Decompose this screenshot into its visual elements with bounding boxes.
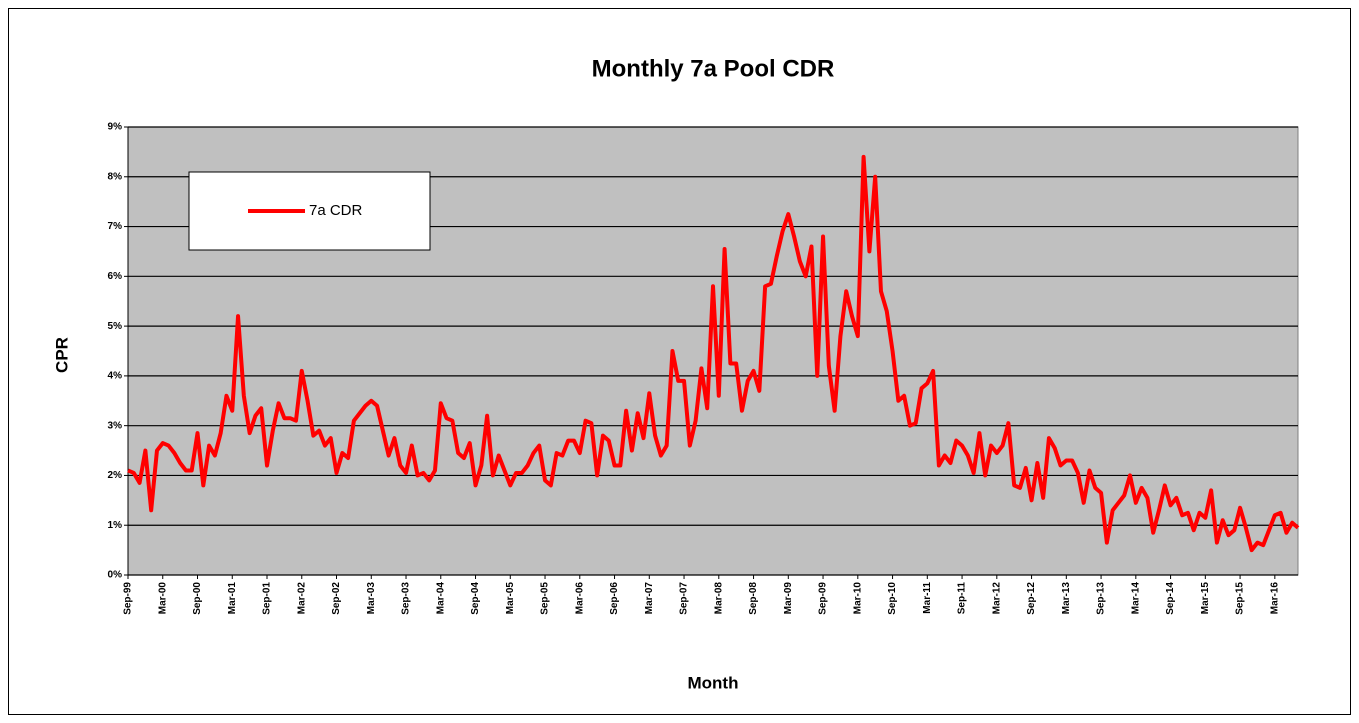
x-tick-label: Sep-01	[262, 582, 273, 615]
x-tick-label: Mar-14	[1130, 582, 1141, 615]
x-tick-label: Mar-15	[1200, 582, 1211, 615]
x-tick-label: Sep-04	[470, 582, 481, 615]
x-tick-label: Sep-10	[887, 582, 898, 615]
x-tick-label: Sep-15	[1235, 582, 1246, 615]
x-tick-label: Mar-06	[574, 582, 585, 615]
x-tick-label: Mar-00	[157, 582, 168, 615]
y-tick-label: 2%	[108, 470, 123, 481]
y-tick-label: 8%	[108, 171, 123, 182]
x-tick-label: Mar-09	[783, 582, 794, 615]
x-tick-label: Sep-14	[1165, 582, 1176, 615]
y-tick-label: 0%	[108, 570, 123, 581]
y-tick-label: 7%	[108, 221, 123, 232]
x-tick-label: Sep-00	[192, 582, 203, 615]
x-tick-label: Sep-05	[540, 582, 551, 615]
x-tick-label: Mar-05	[505, 582, 516, 615]
x-tick-label: Sep-07	[679, 582, 690, 615]
legend-box	[188, 171, 431, 251]
x-tick-label: Sep-08	[748, 582, 759, 615]
x-tick-label: Mar-03	[366, 582, 377, 615]
x-tick-label: Sep-02	[331, 582, 342, 615]
legend-label: 7a CDR	[309, 202, 363, 219]
x-tick-label: Mar-13	[1061, 582, 1072, 615]
x-tick-label: Mar-01	[227, 582, 238, 615]
x-tick-label: Mar-08	[713, 582, 724, 615]
x-tick-label: Mar-07	[644, 582, 655, 615]
x-tick-label: Sep-06	[609, 582, 620, 615]
y-tick-label: 9%	[108, 122, 123, 133]
x-tick-label: Mar-12	[991, 582, 1002, 615]
y-tick-label: 5%	[108, 321, 123, 332]
chart-title: Monthly 7a Pool CDR	[592, 55, 835, 82]
x-tick-label: Mar-02	[296, 582, 307, 615]
x-tick-label: Sep-12	[1026, 582, 1037, 615]
y-tick-label: 6%	[108, 271, 123, 282]
data-line	[127, 154, 1300, 553]
x-tick-label: Sep-99	[123, 582, 134, 615]
x-tick-label: Mar-04	[435, 582, 446, 615]
x-tick-label: Sep-13	[1096, 582, 1107, 615]
x-tick-label: Mar-11	[922, 582, 933, 614]
y-tick-label: 3%	[108, 420, 123, 431]
x-tick-label: Mar-16	[1269, 582, 1280, 615]
y-axis-title: CPR	[52, 337, 71, 373]
x-axis-title: Month	[688, 673, 739, 692]
y-tick-label: 4%	[108, 371, 123, 382]
x-tick-label: Sep-11	[957, 582, 968, 615]
x-tick-label: Mar-10	[852, 582, 863, 615]
x-tick-label: Sep-03	[401, 582, 412, 615]
y-tick-label: 1%	[108, 520, 123, 531]
x-tick-label: Sep-09	[818, 582, 829, 615]
